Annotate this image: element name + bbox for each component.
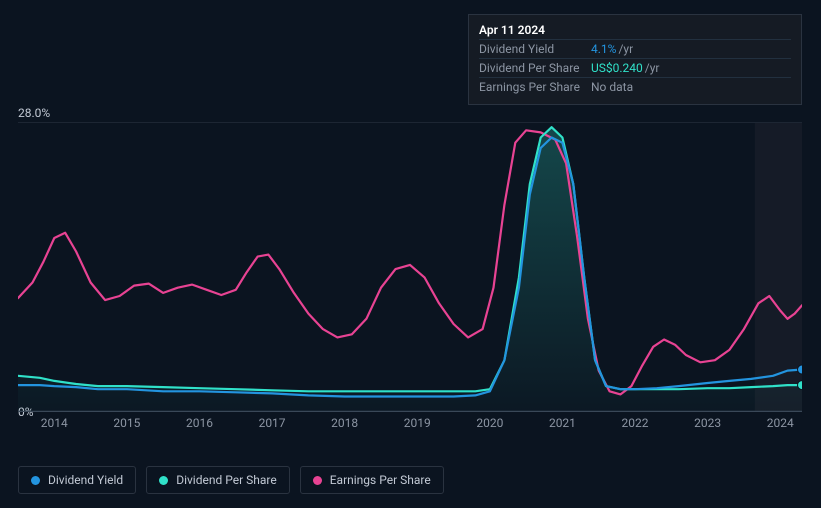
tooltip-row: Dividend Per Share US$0.240/yr (479, 58, 791, 77)
legend-dot-icon (159, 476, 168, 485)
x-tick-label: 2020 (476, 416, 503, 430)
legend-item-earnings-per-share[interactable]: Earnings Per Share (300, 466, 444, 494)
x-tick-label: 2021 (549, 416, 576, 430)
y-axis-max-label: 28.0% (18, 106, 50, 120)
chart-plot-area[interactable] (18, 122, 802, 412)
legend-dot-icon (313, 476, 322, 485)
legend-label: Dividend Yield (48, 473, 123, 487)
dividend-chart[interactable]: 28.0% 0% Past 20142015201620172018201920… (18, 108, 802, 448)
legend-item-dividend-per-share[interactable]: Dividend Per Share (146, 466, 290, 494)
x-tick-label: 2017 (259, 416, 286, 430)
x-tick-label: 2018 (331, 416, 358, 430)
tooltip-label: Dividend Per Share (479, 61, 591, 75)
x-tick-label: 2015 (113, 416, 140, 430)
legend-label: Earnings Per Share (330, 473, 431, 487)
x-tick-label: 2014 (41, 416, 68, 430)
x-tick-label: 2016 (186, 416, 213, 430)
x-tick-label: 2022 (622, 416, 649, 430)
x-tick-label: 2024 (767, 416, 794, 430)
tooltip-value: No data (591, 80, 633, 94)
x-tick-label: 2023 (694, 416, 721, 430)
tooltip-row: Dividend Yield 4.1%/yr (479, 39, 791, 58)
chart-tooltip: Apr 11 2024 Dividend Yield 4.1%/yr Divid… (468, 14, 802, 105)
tooltip-label: Dividend Yield (479, 42, 591, 56)
x-axis-ticks: 2014 2015 2016 2017 2018 2019 2020 2021 2022 2023… (18, 416, 802, 436)
tooltip-value: US$0.240/yr (591, 61, 660, 75)
x-tick-label: 2019 (404, 416, 431, 430)
legend-dot-icon (31, 476, 40, 485)
legend-label: Dividend Per Share (176, 473, 277, 487)
tooltip-row: Earnings Per Share No data (479, 77, 791, 96)
chart-legend: Dividend Yield Dividend Per Share Earnin… (18, 466, 444, 494)
tooltip-value: 4.1%/yr (591, 42, 633, 56)
legend-item-dividend-yield[interactable]: Dividend Yield (18, 466, 136, 494)
tooltip-date: Apr 11 2024 (479, 21, 791, 39)
tooltip-label: Earnings Per Share (479, 80, 591, 94)
